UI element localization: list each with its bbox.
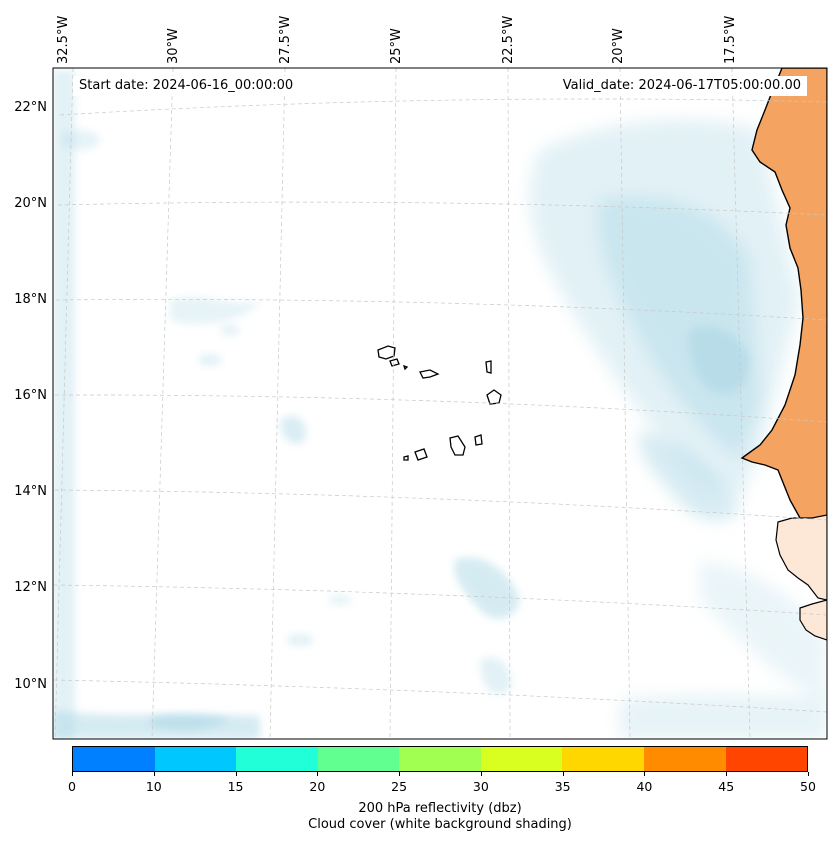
colorbar-tick <box>480 772 482 776</box>
colorbar-segment <box>317 747 400 771</box>
colorbar-tick-label: 30 <box>472 779 489 794</box>
island-sal <box>485 360 492 374</box>
lat-label: 18°N <box>14 292 47 307</box>
lon-label: 17.5°W <box>723 16 738 64</box>
lat-label: 20°N <box>14 196 47 211</box>
colorbar-tick <box>726 772 728 776</box>
lon-label: 30°W <box>166 28 181 64</box>
colorbar <box>72 746 808 772</box>
colorbar-segment <box>725 747 808 771</box>
lat-label: 10°N <box>14 677 47 692</box>
colorbar-segment <box>154 747 237 771</box>
lon-label: 25°W <box>389 28 404 64</box>
africa-landmass <box>740 68 827 523</box>
colorbar-segment <box>73 747 155 771</box>
colorbar-ticks: 0 10 15 20 25 30 35 40 45 50 <box>68 772 816 794</box>
colorbar-title-line1: 200 hPa reflectivity (dbz) <box>358 801 522 816</box>
start-date-label: Start date: 2024-06-16_00:00:00 <box>73 76 300 96</box>
colorbar-tick <box>153 772 155 776</box>
island-sao-vicente <box>389 358 400 367</box>
colorbar-tick <box>399 772 401 776</box>
longitude-labels: 32.5°W 30°W 27.5°W 25°W 22.5°W 20°W 17.5… <box>56 16 738 64</box>
cape-verde-islands <box>377 345 502 461</box>
colorbar-tick-label: 0 <box>68 779 76 794</box>
colorbar-segment <box>562 747 644 771</box>
latitude-labels: 22°N 20°N 18°N 16°N 14°N 12°N 10°N <box>14 100 47 692</box>
colorbar-tick <box>72 772 73 776</box>
map-frame <box>52 67 828 740</box>
colorbar-tick-label: 25 <box>391 779 408 794</box>
island-santa-luzia <box>402 364 409 371</box>
gridlines <box>53 68 827 739</box>
island-boa-vista <box>486 389 502 405</box>
colorbar-tick-label: 20 <box>309 779 326 794</box>
island-santo-antao <box>377 345 396 360</box>
west-africa-south-coast <box>775 514 827 601</box>
colorbar-segment <box>643 747 726 771</box>
colorbar-tick-label: 15 <box>227 779 244 794</box>
colorbar-segment <box>236 747 318 771</box>
island-fogo <box>414 448 428 461</box>
colorbar-tick <box>644 772 646 776</box>
colorbar-tick-label: 40 <box>636 779 653 794</box>
map-area <box>53 68 827 739</box>
guinea-coast <box>799 599 827 641</box>
colorbar-tick <box>235 772 237 776</box>
colorbar-tick-label: 35 <box>554 779 571 794</box>
lat-label: 22°N <box>14 100 47 115</box>
island-santiago <box>449 435 466 456</box>
lat-label: 14°N <box>14 484 47 499</box>
colorbar-title: 200 hPa reflectivity (dbz) Cloud cover (… <box>72 801 808 833</box>
lat-label: 16°N <box>14 388 47 403</box>
valid-date-label: Valid_date: 2024-06-17T05:00:00.00 <box>556 76 807 96</box>
island-maio <box>474 434 483 446</box>
colorbar-tick <box>317 772 319 776</box>
colorbar-tick <box>562 772 564 776</box>
lon-label: 22.5°W <box>501 16 516 64</box>
colorbar-tick <box>808 772 809 776</box>
island-brava <box>403 455 409 461</box>
colorbar-tick-label: 10 <box>145 779 162 794</box>
colorbar-tick-label: 45 <box>718 779 735 794</box>
lat-label: 12°N <box>14 580 47 595</box>
colorbar-segment <box>480 747 563 771</box>
island-sao-nicolau <box>419 369 440 379</box>
colorbar-segment <box>399 747 481 771</box>
lon-label: 27.5°W <box>278 16 293 64</box>
colorbar-tick-label: 50 <box>800 779 816 794</box>
cloud-cover <box>53 70 827 739</box>
colorbar-title-line2: Cloud cover (white background shading) <box>308 817 572 832</box>
lon-label: 20°W <box>611 28 626 64</box>
lon-label: 32.5°W <box>56 16 71 64</box>
